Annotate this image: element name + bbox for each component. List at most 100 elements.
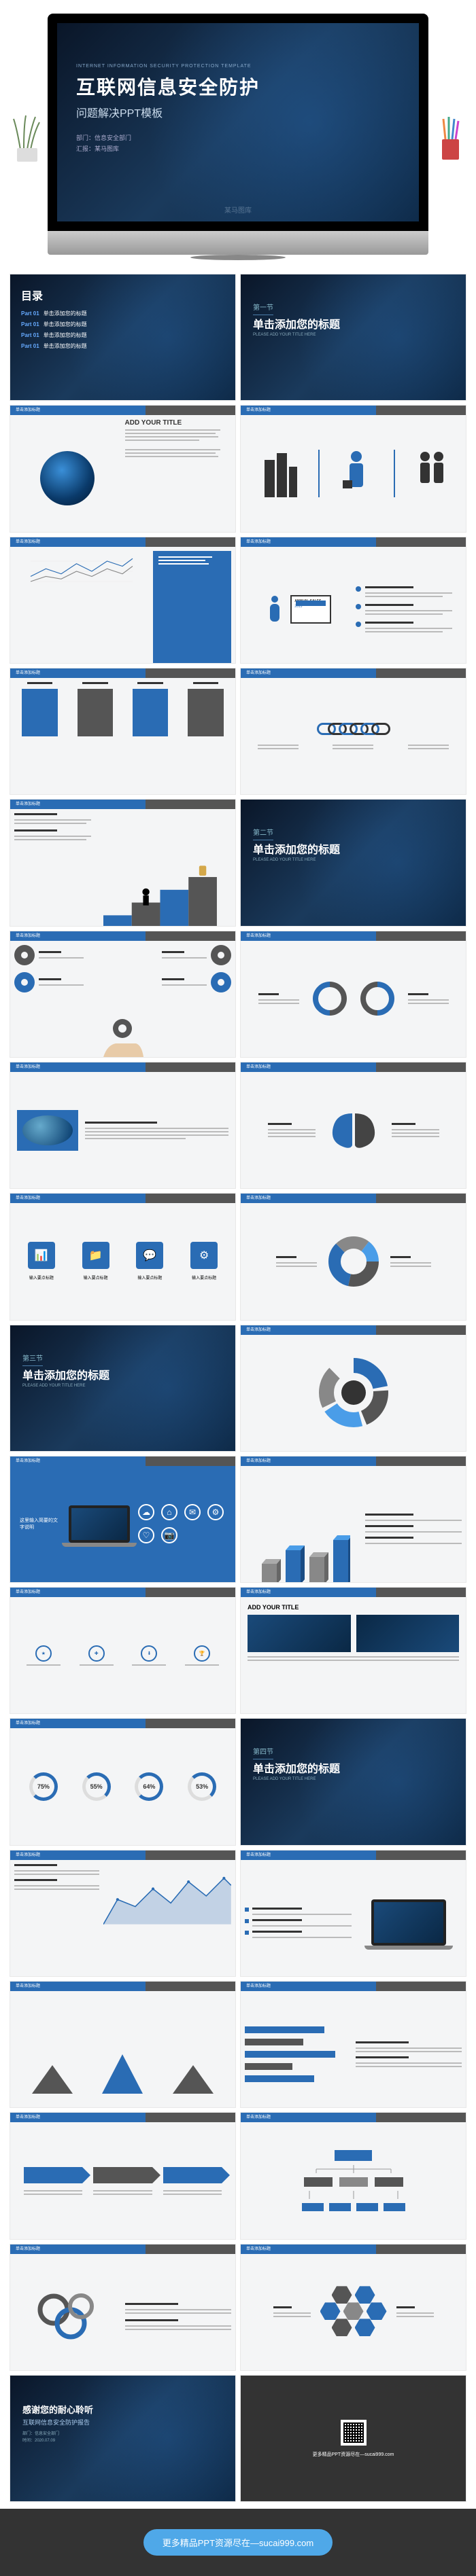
template-preview-page: INTERNET INFORMATION SECURITY PROTECTION… bbox=[0, 0, 476, 2576]
thanks-dept: 部门：信息安全部门 bbox=[22, 2431, 59, 2438]
content-title: ADD YOUR TITLE bbox=[248, 1604, 459, 1611]
monitor-frame: INTERNET INFORMATION SECURITY PROTECTION… bbox=[48, 14, 428, 231]
plant-decoration bbox=[7, 109, 48, 163]
slide-grid: 目录 Part 01单击添加您的标题 Part 01单击添加您的标题 Part … bbox=[0, 267, 476, 2509]
triangle-icon bbox=[32, 2065, 73, 2094]
presenter-icon bbox=[265, 596, 285, 623]
slide-donut: 单击添加标题 bbox=[240, 1193, 466, 1320]
slide-toc: 目录 Part 01单击添加您的标题 Part 01单击添加您的标题 Part … bbox=[10, 274, 236, 401]
pencil-cup-decoration bbox=[428, 109, 469, 163]
building-icon bbox=[258, 446, 299, 501]
section-label: 第二节 bbox=[253, 827, 273, 840]
pct-circle: 55% bbox=[82, 1772, 111, 1801]
thanks-date: 时间：2020.07.09 bbox=[22, 2438, 59, 2445]
section-sub: PLEASE ADD YOUR TITLE HERE bbox=[253, 1777, 316, 1781]
pct-circle: 53% bbox=[188, 1772, 216, 1801]
slide-trophy-row: 单击添加标题 ★ ✚ ⬇ 🏆 bbox=[10, 1587, 236, 1714]
slide-header-label: 单击添加标题 bbox=[246, 934, 271, 938]
slide-section-4: 第四节 单击添加您的标题 PLEASE ADD YOUR TITLE HERE bbox=[240, 1718, 466, 1845]
slide-globe-text: 单击添加标题 ADD YOUR TITLE bbox=[10, 405, 236, 532]
slide-3d-bars: 单击添加标题 bbox=[240, 1456, 466, 1583]
slide-header-label: 单击添加标题 bbox=[16, 1853, 40, 1857]
section-title: 单击添加您的标题 bbox=[253, 1759, 340, 1776]
slide-header-label: 单击添加标题 bbox=[16, 1065, 40, 1069]
slide-flower-chart: 单击添加标题 bbox=[240, 1325, 466, 1452]
footer-cta-button[interactable]: 更多精品PPT资源尽在—sucai999.com bbox=[143, 2529, 333, 2556]
slide-steps-trophy: 单击添加标题 bbox=[10, 799, 236, 926]
icon-label: 输入要点标题 bbox=[190, 1274, 218, 1281]
section-label: 第一节 bbox=[253, 302, 273, 315]
section-label: 第三节 bbox=[22, 1353, 43, 1366]
section-title: 单击添加您的标题 bbox=[253, 840, 340, 857]
slide-header-label: 单击添加标题 bbox=[16, 2115, 40, 2119]
slide-header-label: 单击添加标题 bbox=[246, 2115, 271, 2119]
slide-header-label: 单击添加标题 bbox=[16, 2247, 40, 2251]
gear-icon bbox=[211, 945, 231, 965]
slide-header-label: 单击添加标题 bbox=[246, 1984, 271, 1988]
gear-icon bbox=[211, 972, 231, 992]
section-sub: PLEASE ADD YOUR TITLE HERE bbox=[22, 1384, 85, 1388]
toc-title: 目录 bbox=[21, 287, 43, 303]
thanks-title: 感谢您的耐心聆听 bbox=[22, 2403, 93, 2416]
slide-chain: 单击添加标题 bbox=[240, 668, 466, 795]
section-sub: PLEASE ADD YOUR TITLE HERE bbox=[253, 858, 316, 862]
spiral-graphic bbox=[33, 2289, 101, 2344]
monitor-screen: INTERNET INFORMATION SECURITY PROTECTION… bbox=[57, 23, 419, 221]
slide-triangles: 单击添加标题 bbox=[10, 1981, 236, 2108]
bar-chart-3d bbox=[255, 1526, 350, 1583]
handshake-icon bbox=[415, 446, 449, 501]
feature-icon: ⚙ bbox=[190, 1242, 218, 1269]
laptop-caption: 这里输入简要的文字说明 bbox=[20, 1517, 61, 1531]
laptop-icon bbox=[69, 1505, 130, 1543]
feature-icon: 📁 bbox=[82, 1242, 109, 1269]
slide-qr: 更多精品PPT资源尽在—sucai999.com bbox=[240, 2375, 466, 2502]
slide-header-label: 单击添加标题 bbox=[246, 1853, 271, 1857]
feature-icon: 💬 bbox=[136, 1242, 163, 1269]
slide-header-label: 单击添加标题 bbox=[246, 1065, 271, 1069]
slide-section-2: 第二节 单击添加您的标题 PLEASE ADD YOUR TITLE HERE bbox=[240, 799, 466, 926]
text-placeholder bbox=[125, 429, 232, 441]
monitor-base bbox=[190, 255, 286, 260]
content-title: ADD YOUR TITLE bbox=[125, 419, 232, 427]
slide-header-label: 单击添加标题 bbox=[16, 1196, 40, 1200]
slide-header-label: 单击添加标题 bbox=[16, 408, 40, 412]
slide-org-chart: 单击添加标题 bbox=[240, 2112, 466, 2239]
radial-segments-chart bbox=[313, 1355, 394, 1430]
cycle-arrow-icon bbox=[353, 975, 401, 1023]
gear-icon bbox=[14, 945, 35, 965]
hero-subtitle: 问题解决PPT模板 bbox=[76, 104, 260, 120]
slide-line-chart: 单击添加标题 bbox=[10, 537, 236, 664]
person-briefcase-icon bbox=[339, 446, 373, 501]
process-arrow bbox=[163, 2167, 222, 2183]
slide-horizontal-bars: 单击添加标题 bbox=[240, 1981, 466, 2108]
feature-icon: 📊 bbox=[28, 1242, 55, 1269]
hero-monitor: INTERNET INFORMATION SECURITY PROTECTION… bbox=[0, 0, 476, 267]
slide-circle-arrows: 单击添加标题 bbox=[240, 931, 466, 1058]
triangle-icon bbox=[102, 2054, 143, 2094]
section-label: 第四节 bbox=[253, 1746, 273, 1759]
thanks-subtitle: 互联网信息安全防护报告 bbox=[22, 2418, 90, 2427]
section-sub: PLEASE ADD YOUR TITLE HERE bbox=[253, 333, 316, 337]
slide-header-label: 单击添加标题 bbox=[16, 540, 40, 544]
earth-graphic bbox=[40, 451, 95, 505]
brain-icon bbox=[326, 1108, 381, 1152]
toc-list: Part 01单击添加您的标题 Part 01单击添加您的标题 Part 01单… bbox=[21, 308, 87, 352]
icon-label: 输入要点标题 bbox=[82, 1274, 109, 1281]
monitor-stand bbox=[48, 231, 428, 255]
laptop-icon bbox=[371, 1899, 446, 1946]
process-arrow bbox=[93, 2167, 152, 2183]
slide-arrow-process: 单击添加标题 bbox=[10, 2112, 236, 2239]
process-arrow bbox=[24, 2167, 82, 2183]
slide-globe-inset: 单击添加标题 bbox=[10, 1062, 236, 1189]
triangle-icon bbox=[173, 2065, 214, 2094]
slide-header-label: 单击添加标题 bbox=[246, 408, 271, 412]
slide-header-label: 单击添加标题 bbox=[16, 1984, 40, 1988]
slide-laptop-text: 单击添加标题 bbox=[240, 1850, 466, 1977]
qr-code bbox=[341, 2420, 367, 2446]
area-chart bbox=[103, 1864, 231, 1928]
slide-header-label: 单击添加标题 bbox=[246, 1459, 271, 1463]
slide-area-chart: 单击添加标题 bbox=[10, 1850, 236, 1977]
slide-header-label: 单击添加标题 bbox=[16, 671, 40, 675]
gear-icon bbox=[14, 972, 35, 992]
slide-header-label: 单击添加标题 bbox=[246, 1590, 271, 1594]
